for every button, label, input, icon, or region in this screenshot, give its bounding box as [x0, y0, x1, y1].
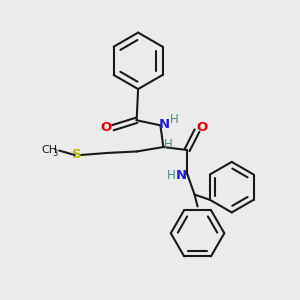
Text: H: H — [170, 113, 179, 127]
Text: H: H — [167, 169, 175, 182]
Text: O: O — [196, 121, 207, 134]
Text: O: O — [101, 121, 112, 134]
Text: S: S — [72, 148, 82, 161]
Text: 3: 3 — [53, 149, 58, 158]
Text: N: N — [159, 118, 170, 131]
Text: CH: CH — [41, 145, 57, 155]
Text: H: H — [164, 138, 173, 151]
Text: N: N — [176, 169, 187, 182]
